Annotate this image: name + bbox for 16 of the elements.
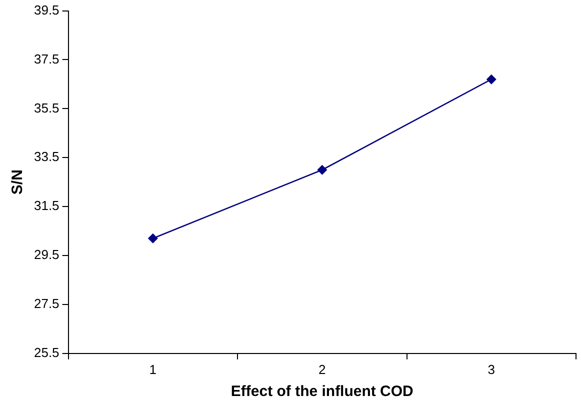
x-tick-label: 1 — [149, 362, 157, 377]
y-tick-label: 25.5 — [34, 344, 60, 360]
y-tick-label: 29.5 — [34, 247, 60, 262]
y-tick-label: 27.5 — [34, 296, 60, 312]
point — [317, 164, 328, 175]
y-axis-title: S/N — [9, 170, 26, 195]
point — [486, 74, 496, 84]
y-tick-label: 39.5 — [34, 2, 60, 18]
x-tick-label: 2 — [318, 362, 326, 377]
y-tick-label: 37.5 — [34, 51, 60, 66]
y-tick-label: 31.5 — [34, 198, 60, 214]
y-tick-label: 33.5 — [34, 149, 60, 164]
y-tick-label: 35.5 — [34, 100, 60, 116]
point — [148, 233, 158, 244]
x-tick-label: 3 — [488, 362, 495, 377]
x-axis-title: Effect of the influent COD — [230, 383, 414, 400]
